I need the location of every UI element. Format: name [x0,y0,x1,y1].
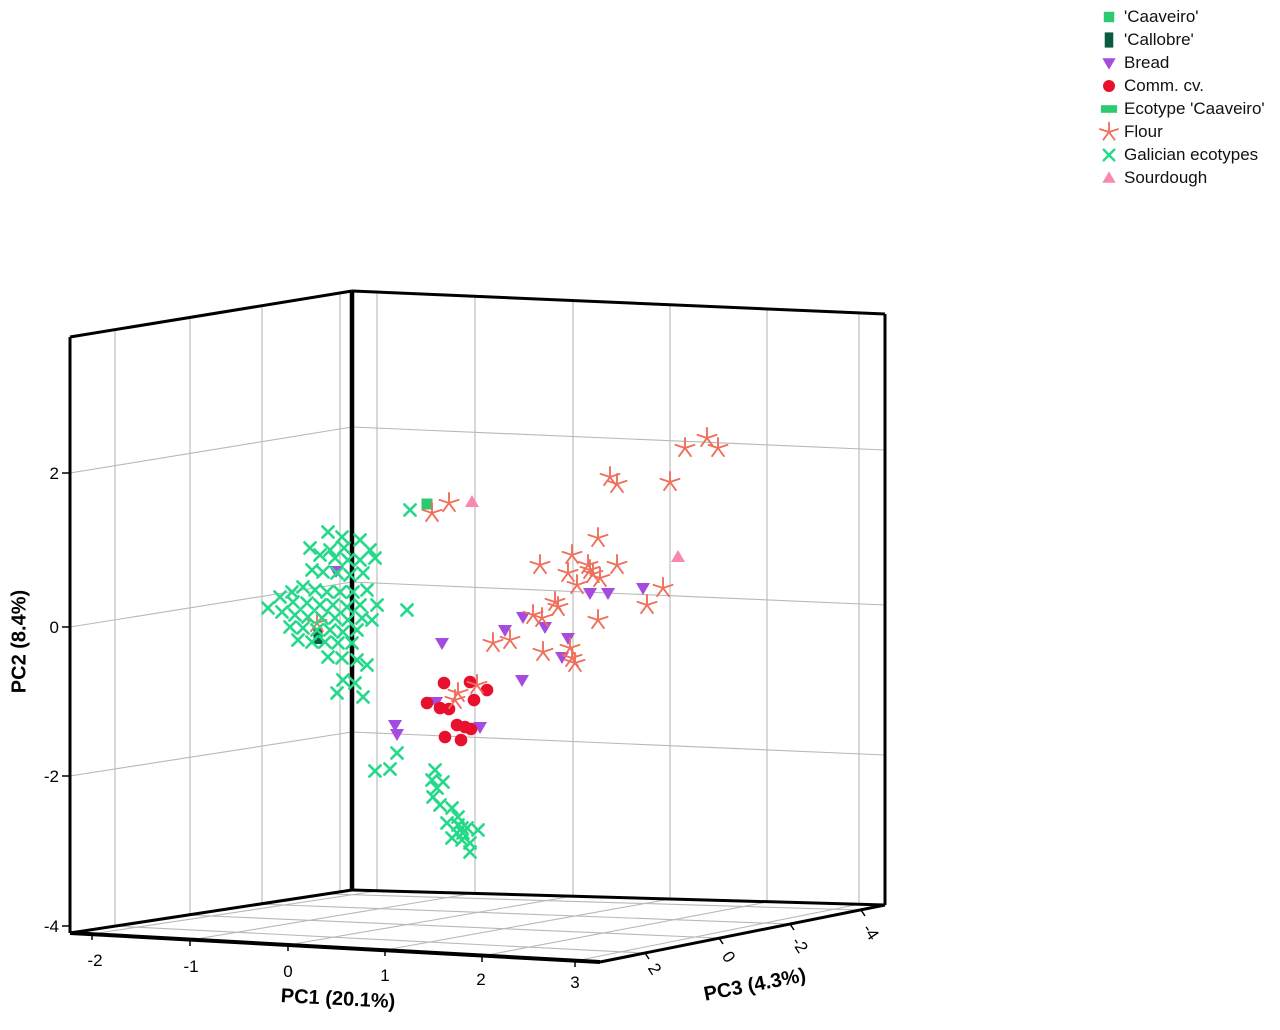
svg-text:0: 0 [283,962,292,981]
svg-text:2: 2 [476,970,485,989]
legend-label: Comm. cv. [1124,75,1204,95]
series--caaveiro- [421,498,433,510]
svg-text:-1: -1 [183,957,198,976]
svg-text:-2: -2 [87,951,102,970]
series-flour [306,427,729,710]
legend-item-comm-cv: Comm. cv. [1096,74,1265,97]
legend-label: Ecotype 'Caaveiro' [1124,98,1265,118]
square-marker-icon [1103,11,1115,22]
series-galician-ecotypes [261,503,485,859]
circle-marker-icon [1103,79,1115,92]
legend-item-galician-ecotypes: Galician ecotypes [1096,143,1265,166]
triangle-down-marker-icon [1102,57,1116,70]
series-sourdough [465,495,685,562]
legend-item-callobre: 'Callobre' [1096,28,1265,51]
legend-label: Galician ecotypes [1124,144,1259,164]
legend-item-caaveiro: 'Caaveiro' [1096,5,1265,28]
plot-box-frame [68,289,887,964]
svg-text:-2: -2 [788,933,812,956]
svg-text:-4: -4 [859,920,883,943]
vertical-bar-marker-icon [1104,31,1114,48]
legend-label: 'Caaveiro' [1124,6,1199,26]
gridlines [69,292,886,962]
legend-label: Bread [1124,52,1170,72]
series-comm-cv- [420,675,494,747]
legend-label: Sourdough [1124,167,1208,187]
star-marker-icon [1099,121,1119,141]
horizontal-bar-marker-icon [1100,104,1118,113]
svg-text:1: 1 [380,966,389,985]
svg-text:-4: -4 [44,917,59,936]
legend-item-flour: Flour [1096,120,1265,143]
legend-item-ecotype-caaveiro: Ecotype 'Caaveiro' [1096,97,1265,120]
svg-text:0: 0 [718,948,739,966]
y-axis-title: PC2 (8.4%) [8,589,31,694]
x-marker-icon [1102,147,1116,162]
svg-text:2: 2 [644,960,665,978]
legend-label: Flour [1124,121,1163,141]
svg-text:2: 2 [50,464,59,483]
legend-label: 'Callobre' [1124,29,1194,49]
svg-text:-2: -2 [44,767,59,786]
legend-item-bread: Bread [1096,51,1265,74]
legend: 'Caaveiro' 'Callobre' Bread Comm. cv. Ec… [1096,5,1265,189]
svg-text:0: 0 [50,618,59,637]
legend-item-sourdough: Sourdough [1096,166,1265,189]
svg-text:3: 3 [570,973,579,992]
triangle-up-marker-icon [1102,170,1116,183]
series-bread [329,566,650,741]
